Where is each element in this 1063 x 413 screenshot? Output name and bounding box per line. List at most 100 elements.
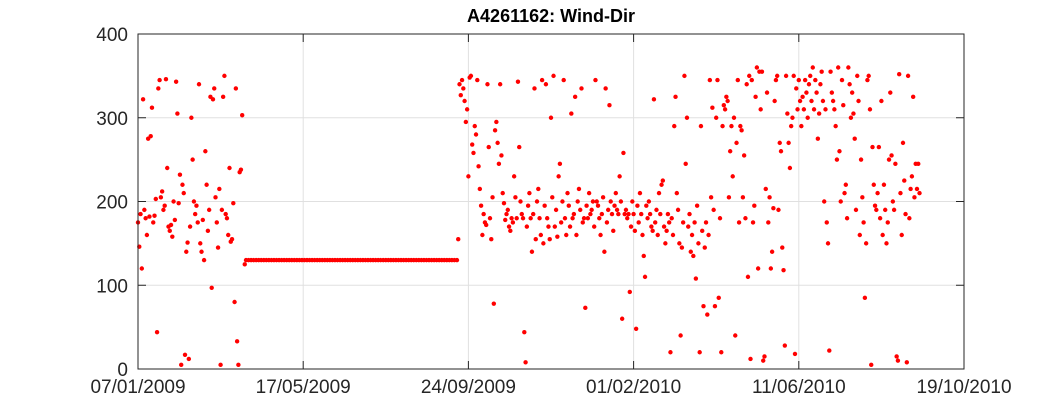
data-point — [553, 207, 559, 213]
data-point — [914, 186, 920, 192]
data-point — [557, 161, 563, 167]
data-point — [490, 195, 495, 200]
data-point — [170, 234, 175, 239]
data-point — [698, 123, 704, 129]
data-point — [871, 182, 876, 187]
data-point — [785, 111, 790, 116]
data-point — [712, 303, 718, 309]
y-tick-label: 200 — [96, 193, 128, 214]
data-point — [696, 241, 701, 246]
data-point — [139, 266, 145, 271]
data-point — [809, 98, 814, 104]
data-point — [675, 207, 681, 213]
data-point — [720, 123, 725, 129]
data-point — [788, 123, 794, 129]
data-point — [853, 207, 859, 213]
data-point — [562, 216, 568, 221]
data-point — [749, 77, 754, 83]
data-point — [560, 199, 565, 204]
data-point — [148, 133, 153, 139]
data-point — [466, 174, 471, 179]
data-point — [680, 220, 686, 225]
data-point — [715, 77, 720, 83]
data-point — [870, 144, 875, 150]
data-point — [649, 224, 654, 229]
data-point — [669, 216, 674, 221]
data-point — [583, 305, 588, 311]
data-point — [173, 79, 179, 84]
data-point — [869, 362, 874, 368]
data-point — [546, 224, 551, 229]
data-point — [861, 220, 866, 225]
data-point — [860, 195, 865, 200]
data-point — [454, 257, 460, 263]
data-point — [597, 216, 602, 221]
data-point — [830, 98, 836, 104]
data-point — [143, 216, 148, 221]
data-point — [542, 203, 547, 208]
data-point — [754, 65, 760, 70]
data-point — [898, 190, 903, 196]
data-point — [666, 220, 672, 225]
data-point — [485, 82, 490, 87]
data-point — [842, 190, 847, 196]
data-point — [198, 241, 203, 246]
data-point — [792, 351, 798, 357]
data-point — [819, 69, 824, 74]
data-point — [694, 203, 700, 208]
data-point — [851, 111, 856, 116]
data-point — [154, 329, 160, 335]
data-point — [874, 207, 879, 213]
data-point — [884, 241, 889, 246]
data-point — [800, 94, 805, 100]
data-point — [525, 203, 531, 208]
data-point — [532, 86, 537, 91]
data-point — [768, 266, 774, 271]
data-point — [888, 90, 893, 95]
data-point — [738, 123, 743, 129]
data-point — [533, 236, 538, 242]
data-point — [476, 164, 481, 169]
data-point — [711, 207, 716, 213]
data-point — [472, 123, 477, 129]
data-point — [722, 107, 728, 112]
data-point — [586, 190, 592, 196]
data-point — [584, 203, 589, 208]
data-point — [501, 200, 507, 206]
data-point — [866, 73, 871, 79]
data-point — [561, 77, 566, 83]
data-point — [689, 232, 695, 238]
data-point — [687, 211, 692, 217]
data-point — [752, 203, 757, 208]
data-point — [672, 123, 677, 129]
data-point — [153, 196, 158, 202]
data-point — [693, 276, 699, 281]
data-point — [795, 107, 800, 112]
data-point — [820, 98, 826, 104]
data-point — [886, 157, 892, 162]
data-point — [616, 211, 621, 217]
data-point — [726, 195, 732, 200]
data-point — [877, 216, 883, 221]
data-point — [771, 206, 776, 211]
data-point — [641, 253, 646, 259]
data-point — [556, 174, 561, 179]
data-point — [481, 211, 486, 217]
data-point — [595, 203, 601, 208]
data-point — [890, 199, 896, 204]
data-point — [569, 111, 574, 116]
data-point — [902, 178, 907, 183]
data-point — [184, 249, 189, 254]
data-point — [471, 150, 476, 156]
data-point — [848, 115, 854, 120]
data-point — [224, 216, 230, 221]
data-point — [144, 232, 150, 238]
data-point — [580, 220, 585, 225]
data-point — [730, 174, 735, 179]
y-tick-label: 300 — [96, 109, 128, 130]
data-point — [786, 140, 791, 146]
data-point — [179, 362, 184, 368]
data-point — [242, 262, 247, 267]
data-point — [755, 266, 761, 271]
data-point — [631, 211, 636, 217]
